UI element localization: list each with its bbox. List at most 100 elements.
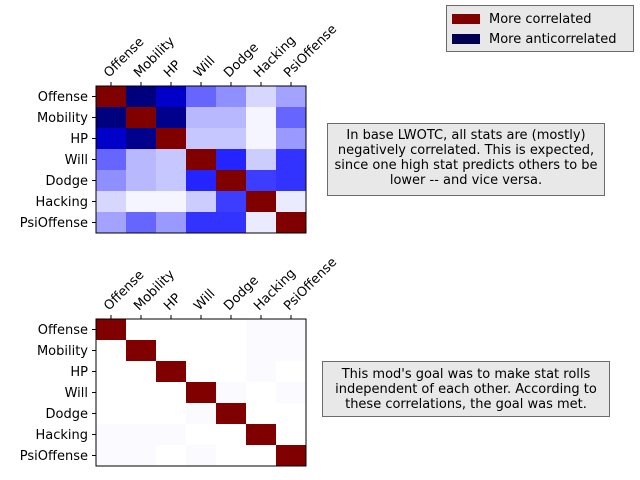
heatmap-cell-Mobility-Will xyxy=(186,340,217,362)
heatmap-cell-Mobility-Hacking xyxy=(246,340,277,362)
heatmap-cell-HP-Mobility xyxy=(126,361,157,383)
heatmap-cell-Mobility-HP xyxy=(156,340,187,362)
heatmap-cell-Mobility-PsiOffense xyxy=(276,340,307,362)
heatmap-cell-Will-PsiOffense xyxy=(276,382,307,404)
heatmap-cell-Mobility-Mobility xyxy=(126,107,157,129)
heatmap-cell-Dodge-Will xyxy=(186,170,217,192)
heatmap-cell-Hacking-Will xyxy=(186,191,217,213)
heatmap-cell-PsiOffense-HP xyxy=(156,445,187,467)
heatmap-cell-PsiOffense-Will xyxy=(186,212,217,234)
heatmap-cell-Offense-Will xyxy=(186,86,217,108)
heatmap-cell-PsiOffense-PsiOffense xyxy=(276,212,307,234)
heatmap-cell-Offense-Hacking xyxy=(246,86,277,108)
heatmap-cell-Will-Hacking xyxy=(246,382,277,404)
heatmap-cell-PsiOffense-Hacking xyxy=(246,212,277,234)
heatmap-cell-Offense-PsiOffense xyxy=(276,86,307,108)
heatmap-cell-PsiOffense-Hacking xyxy=(246,445,277,467)
heatmap-cell-Dodge-Mobility xyxy=(126,170,157,192)
heatmap-panel-2: Offense Mobility HP Will Dodge Hacking PsiOffe… xyxy=(20,255,340,467)
heatmap-cell-Offense-Dodge xyxy=(216,86,247,108)
heatmap-cell-Mobility-Offense xyxy=(96,340,127,362)
y-tick-label-Hacking: Hacking xyxy=(35,195,88,210)
heatmap-cell-Hacking-Dodge xyxy=(216,424,247,446)
heatmap-cell-HP-HP xyxy=(156,361,187,383)
heatmap-cell-Offense-Will xyxy=(186,319,217,341)
heatmap-cell-PsiOffense-Dodge xyxy=(216,212,247,234)
heatmap-cell-Mobility-Hacking xyxy=(246,107,277,129)
heatmap-cell-Will-Offense xyxy=(96,149,127,171)
heatmap-cell-Will-Mobility xyxy=(126,149,157,171)
y-tick-label-Will: Will xyxy=(65,153,88,168)
heatmap-cell-Dodge-Dodge xyxy=(216,170,247,192)
heatmap-cell-HP-Will xyxy=(186,128,217,150)
y-tick-label-Mobility: Mobility xyxy=(37,344,88,359)
heatmap-cell-Will-PsiOffense xyxy=(276,149,307,171)
y-tick-label-HP: HP xyxy=(70,132,88,147)
heatmap-cell-Dodge-Will xyxy=(186,403,217,425)
heatmap-cell-HP-PsiOffense xyxy=(276,361,307,383)
heatmap-panel-1: Offense Mobility HP Will Dodge Hacking PsiOffe… xyxy=(20,22,340,234)
heatmap-cell-Mobility-HP xyxy=(156,107,187,129)
heatmap-cell-Will-Hacking xyxy=(246,149,277,171)
y-tick-label-Offense: Offense xyxy=(38,323,88,338)
heatmap-cell-HP-Will xyxy=(186,361,217,383)
y-tick-label-PsiOffense: PsiOffense xyxy=(20,449,88,464)
heatmap-cell-Offense-Mobility xyxy=(126,319,157,341)
heatmap-cell-PsiOffense-Will xyxy=(186,445,217,467)
heatmap-cell-Will-HP xyxy=(156,382,187,404)
heatmap-cell-PsiOffense-HP xyxy=(156,212,187,234)
heatmap-cell-Mobility-Will xyxy=(186,107,217,129)
heatmap-cell-Hacking-PsiOffense xyxy=(276,191,307,213)
legend-label-anticorrelated: More anticorrelated xyxy=(489,31,617,47)
y-tick-label-Dodge: Dodge xyxy=(46,407,88,422)
heatmap-cell-Hacking-Hacking xyxy=(246,191,277,213)
y-tick-label-Hacking: Hacking xyxy=(35,428,88,443)
heatmap-cell-Offense-Offense xyxy=(96,86,127,108)
note-bottom: This mod's goal was to make stat rolls i… xyxy=(322,361,610,417)
legend-swatch-anticorrelated xyxy=(452,34,480,44)
heatmap-cell-Will-Will xyxy=(186,382,217,404)
y-tick-label-Mobility: Mobility xyxy=(37,111,88,126)
heatmap-cell-Hacking-Hacking xyxy=(246,424,277,446)
heatmap-cell-Hacking-Mobility xyxy=(126,424,157,446)
heatmap-cell-Hacking-Will xyxy=(186,424,217,446)
heatmap-cell-Dodge-Mobility xyxy=(126,403,157,425)
heatmap-cell-PsiOffense-Offense xyxy=(96,212,127,234)
heatmap-cell-Offense-HP xyxy=(156,319,187,341)
legend-swatch-correlated xyxy=(452,14,480,24)
legend: More correlated More anticorrelated xyxy=(446,5,634,52)
x-tick-label-Will: Will xyxy=(191,54,218,81)
y-tick-label-HP: HP xyxy=(70,365,88,380)
heatmap-cell-Dodge-HP xyxy=(156,170,187,192)
y-tick-label-Dodge: Dodge xyxy=(46,174,88,189)
x-tick-label-Will: Will xyxy=(191,287,218,314)
heatmap-cell-Dodge-Hacking xyxy=(246,170,277,192)
heatmap-cell-HP-Offense xyxy=(96,128,127,150)
heatmap-cell-HP-Hacking xyxy=(246,361,277,383)
heatmap-cell-Offense-Dodge xyxy=(216,319,247,341)
heatmap-cell-HP-PsiOffense xyxy=(276,128,307,150)
heatmap-cell-PsiOffense-Offense xyxy=(96,445,127,467)
heatmap-cell-PsiOffense-PsiOffense xyxy=(276,445,307,467)
heatmap-cell-HP-HP xyxy=(156,128,187,150)
heatmap-cell-Offense-Hacking xyxy=(246,319,277,341)
heatmap-cell-HP-Offense xyxy=(96,361,127,383)
heatmap-cell-Mobility-Dodge xyxy=(216,340,247,362)
heatmap-cell-Mobility-Mobility xyxy=(126,340,157,362)
heatmap-cell-Offense-Offense xyxy=(96,319,127,341)
heatmap-cell-Will-Will xyxy=(186,149,217,171)
heatmap-cell-PsiOffense-Mobility xyxy=(126,212,157,234)
heatmap-cell-Dodge-HP xyxy=(156,403,187,425)
heatmap-cell-PsiOffense-Dodge xyxy=(216,445,247,467)
heatmap-cell-HP-Hacking xyxy=(246,128,277,150)
heatmap-cell-Will-Mobility xyxy=(126,382,157,404)
heatmap-cell-Dodge-Offense xyxy=(96,403,127,425)
heatmap-cell-Offense-PsiOffense xyxy=(276,319,307,341)
legend-item-anticorrelated: More anticorrelated xyxy=(452,31,617,47)
heatmap-cell-Mobility-Offense xyxy=(96,107,127,129)
heatmap-cell-Offense-HP xyxy=(156,86,187,108)
heatmap-cell-Will-Offense xyxy=(96,382,127,404)
heatmap-cell-Offense-Mobility xyxy=(126,86,157,108)
legend-item-correlated: More correlated xyxy=(452,12,592,27)
